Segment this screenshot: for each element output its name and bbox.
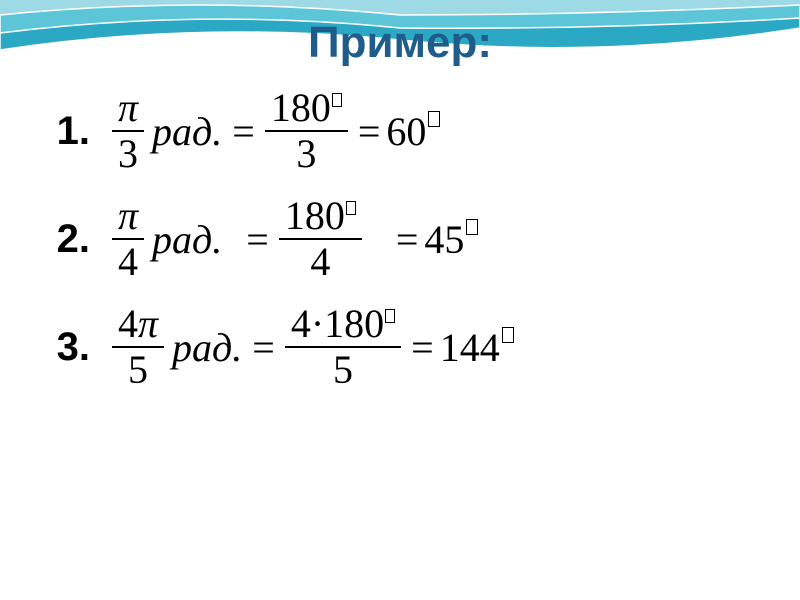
equals-sign: =: [252, 324, 275, 371]
fraction-mid: 4·180 5: [285, 304, 401, 390]
denominator: 4: [112, 240, 144, 282]
example-label: 1.: [30, 109, 90, 154]
denominator: 4: [304, 240, 336, 282]
example-row: 2. π 4 рад. = 180 4 = 45: [30, 196, 770, 282]
degree-box-icon: [428, 111, 440, 127]
numerator: 4π: [112, 304, 164, 348]
degree-box-icon: [502, 327, 514, 343]
fraction-lhs: 4π 5: [112, 304, 164, 390]
denominator: 5: [122, 348, 154, 390]
examples-list: 1. π 3 рад. = 180 3 = 60 2. π 4 рад. = 1…: [0, 68, 800, 390]
result-value: 144: [440, 324, 514, 371]
numerator: 4·180: [285, 304, 401, 348]
unit-label: рад.: [152, 108, 222, 155]
equals-sign: =: [246, 216, 269, 263]
denominator: 3: [290, 132, 322, 174]
numerator: π: [112, 196, 144, 240]
numerator: 180: [279, 196, 362, 240]
unit-label: рад.: [152, 216, 222, 263]
degree-box-icon: [385, 309, 395, 323]
equals-sign: =: [411, 324, 434, 371]
denominator: 5: [327, 348, 359, 390]
equals-sign: =: [232, 108, 255, 155]
example-label: 3.: [30, 325, 90, 370]
numerator: π: [112, 88, 144, 132]
equals-sign: =: [358, 108, 381, 155]
degree-box-icon: [332, 93, 342, 107]
example-row: 1. π 3 рад. = 180 3 = 60: [30, 88, 770, 174]
fraction-lhs: π 4: [112, 196, 144, 282]
fraction-mid: 180 4: [279, 196, 362, 282]
page-title: Пример:: [0, 0, 800, 68]
example-row: 3. 4π 5 рад. = 4·180 5 = 144: [30, 304, 770, 390]
equals-sign: =: [396, 216, 419, 263]
unit-label: рад.: [172, 324, 242, 371]
degree-box-icon: [346, 201, 356, 215]
fraction-lhs: π 3: [112, 88, 144, 174]
fraction-mid: 180 3: [265, 88, 348, 174]
numerator: 180: [265, 88, 348, 132]
example-label: 2.: [30, 217, 90, 262]
result-value: 60: [386, 108, 440, 155]
result-value: 45: [424, 216, 478, 263]
degree-box-icon: [466, 219, 478, 235]
denominator: 3: [112, 132, 144, 174]
